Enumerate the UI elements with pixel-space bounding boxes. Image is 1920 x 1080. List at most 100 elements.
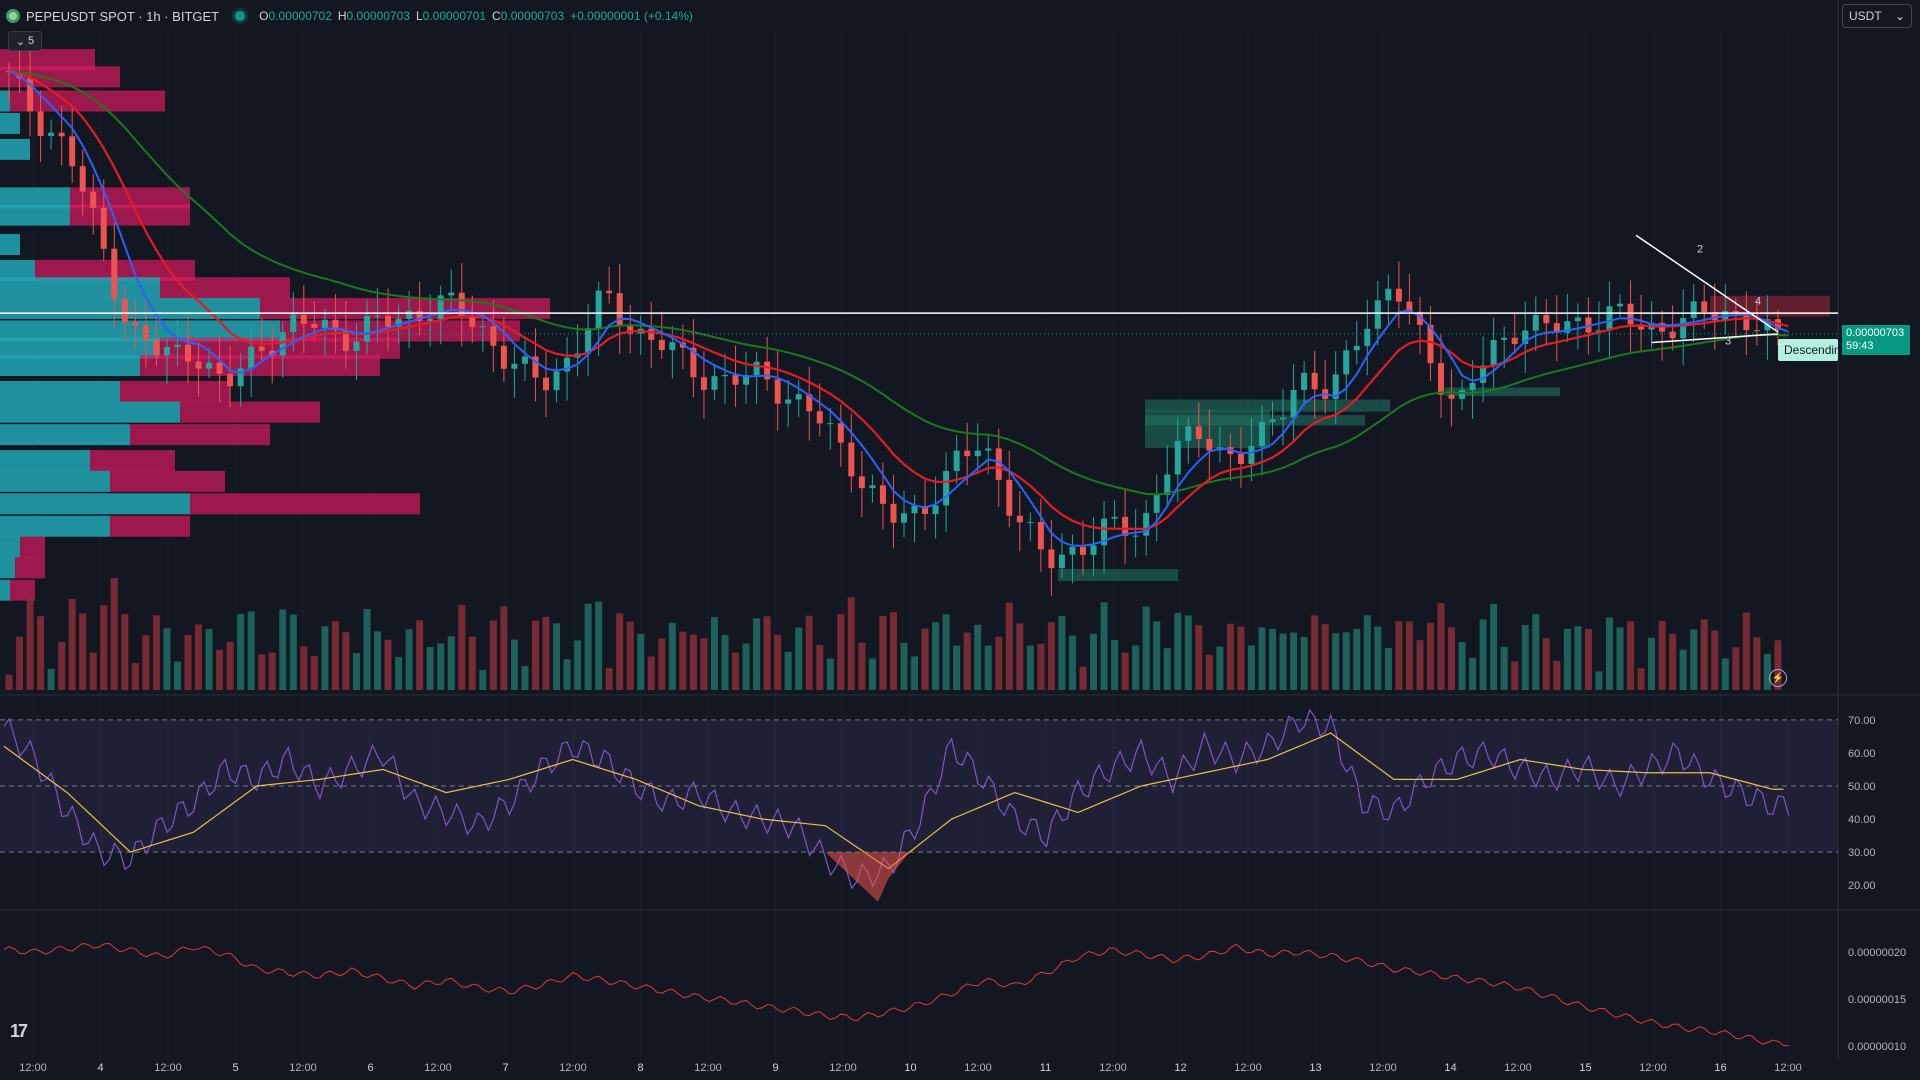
time-tick-label: 8 [637, 1062, 643, 1074]
candle-body [1543, 314, 1550, 324]
last-price-tag: 0.00000703 59:43 [1842, 325, 1910, 355]
demand-zone [1145, 399, 1390, 412]
vp-buy-bar [0, 557, 15, 579]
candle-body [974, 450, 981, 457]
volume-bar [1258, 627, 1266, 690]
candle-body [479, 326, 486, 328]
candle-body [1690, 301, 1697, 318]
volume-bar [416, 620, 424, 690]
candle-body [995, 448, 1002, 480]
volume-bar [1079, 666, 1087, 690]
rsi-tick-label: 30.00 [1848, 847, 1876, 859]
candle-body [585, 328, 592, 354]
volume-bar [668, 622, 676, 690]
volume-bar [1395, 621, 1403, 690]
candle-body [248, 346, 255, 369]
candle-body [1680, 317, 1687, 339]
time-tick-label: 12:00 [19, 1062, 47, 1074]
candle-body [869, 485, 876, 489]
volume-bar [479, 670, 487, 690]
vp-buy-bar [0, 493, 190, 515]
candle-body [16, 71, 23, 79]
volume-bar [1121, 652, 1129, 690]
candle-body [427, 319, 434, 321]
volume-bar [984, 645, 992, 690]
candle-body [1164, 474, 1171, 496]
supply-zone [1710, 295, 1830, 317]
candle-body [764, 361, 771, 380]
candle-body [606, 290, 613, 294]
candle-body [90, 191, 97, 208]
volume-bar [384, 639, 392, 690]
candle-body [290, 314, 297, 333]
volume-bar [1511, 661, 1519, 690]
candle-body [111, 248, 118, 300]
volume-bar [310, 656, 318, 690]
volume-bar [574, 640, 582, 690]
volume-bar [1405, 621, 1413, 690]
vp-buy-bar [0, 355, 140, 376]
volume-bar [921, 628, 929, 690]
candle-body [1406, 301, 1413, 312]
time-tick-label: 12:00 [154, 1062, 182, 1074]
candle-body [722, 375, 728, 377]
vp-sell-bar [10, 90, 165, 112]
volume-bar [195, 624, 203, 690]
candle-body [1174, 440, 1181, 475]
candle-body [1311, 372, 1318, 390]
volume-bar [1595, 671, 1603, 690]
volume-bar [447, 636, 455, 690]
indicators-collapse-button[interactable]: ⌄ 5 [8, 31, 42, 51]
candle-body [1459, 390, 1466, 399]
volume-bar [152, 615, 160, 690]
time-tick-label: 12:00 [694, 1062, 722, 1074]
candle-body [153, 340, 160, 356]
volume-bar [1669, 633, 1677, 690]
candle-body [532, 356, 539, 378]
volume-bar [1226, 623, 1234, 690]
volume-bar [279, 609, 287, 690]
candle-body [1122, 516, 1129, 536]
candle-body [121, 299, 128, 323]
volume-bar [1205, 654, 1213, 690]
candle-body [342, 330, 349, 351]
drawings[interactable]: 2 4 3 [0, 234, 1838, 347]
candle-body [753, 361, 760, 376]
symbol-title[interactable]: PEPEUSDT SPOT · 1h · BITGET [26, 8, 220, 24]
volume-bar [911, 656, 919, 690]
vp-buy-bar [0, 424, 130, 446]
candle-body [1280, 417, 1287, 420]
volume-bar [110, 578, 118, 690]
lightning-icon[interactable]: ⚡ [1769, 669, 1787, 687]
rsi-tick-label: 20.00 [1848, 880, 1876, 892]
volume-bar [1732, 647, 1740, 690]
rsi-tick-label: 60.00 [1848, 748, 1876, 760]
time-tick-label: 12:00 [964, 1062, 992, 1074]
volume-bar [1195, 625, 1203, 690]
candle-body [174, 344, 181, 348]
time-tick-label: 4 [97, 1062, 103, 1074]
volume-bar [1542, 638, 1550, 690]
candle-body [27, 78, 34, 112]
volume-bar [995, 636, 1003, 690]
volume-bar [16, 636, 24, 690]
candle-body [964, 450, 971, 457]
vp-sell-bar [120, 380, 230, 402]
candle-body [669, 342, 676, 351]
volume-bar [1616, 627, 1624, 690]
volume-bar [953, 645, 961, 690]
tradingview-logo[interactable]: 17 [10, 1021, 28, 1041]
indicators-count: 5 [28, 35, 35, 47]
volume-bar [363, 609, 371, 690]
vp-buy-bar [0, 450, 90, 472]
pattern-label[interactable]: Descending [1778, 339, 1838, 361]
candle-body [848, 442, 855, 477]
candle-body [648, 328, 655, 340]
volume-bar [1774, 640, 1782, 690]
volume-bar [1005, 602, 1013, 690]
volume-bar [942, 614, 950, 690]
volume-bar [1311, 615, 1319, 690]
volume-bar [26, 595, 34, 690]
currency-select[interactable]: USDT ⌄ [1842, 4, 1912, 28]
